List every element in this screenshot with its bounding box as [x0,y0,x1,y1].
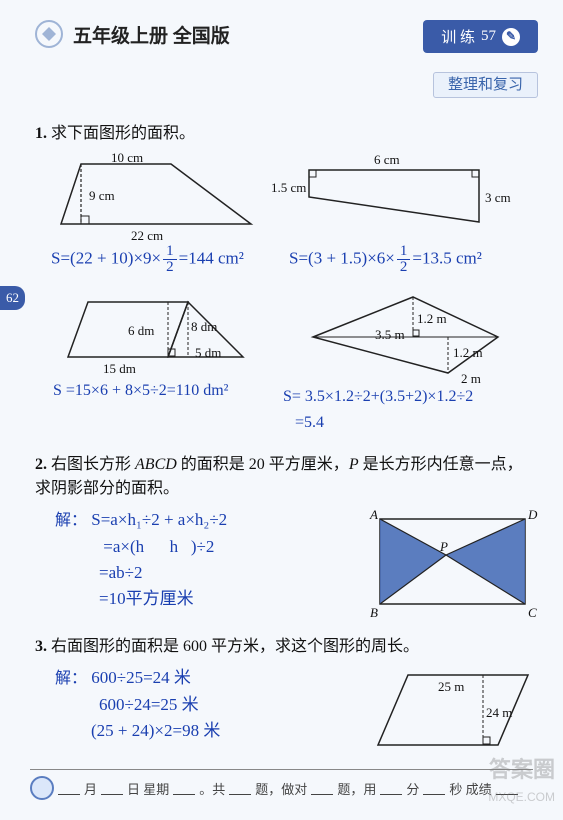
blank [311,781,333,795]
fig4-base-label: 2 m [461,369,481,389]
exercise-badge: 训 练 57 ✎ [423,20,538,53]
fig1-formula: S=(22 + 10)×9×12=144 cm² [51,244,261,275]
blank [101,781,123,795]
fig1-base-label: 22 cm [131,226,163,246]
p3-l1: 600÷25=24 米 [91,668,191,687]
ribbon-icon [30,776,54,800]
p3-h-label: 24 m [486,703,512,723]
p2-solution: 解： S=a×h₁÷2 + a×h₂÷2 =a×(h h )÷2 =ab÷2 =… [55,507,346,613]
p2-abcd: ABCD [135,456,177,473]
blank [229,781,251,795]
p2-figure: A D B C P [368,507,538,617]
p1-fig3: 6 dm 8 dm 5 dm 15 dm S =15×6 + 8×5÷2=110… [53,287,263,435]
label-P: P [440,537,448,557]
label-C: C [528,603,537,623]
fig4-h2-label: 1.2 m [453,343,483,363]
logo-icon [35,20,63,48]
subheader-text: 整理和复习 [433,72,538,98]
p2-sol-label: 解： [55,512,87,529]
fig1-height-label: 9 cm [89,186,115,206]
fig4-h1-label: 1.2 m [417,309,447,329]
fig1-top-label: 10 cm [111,148,143,168]
fig3-base-label: 15 dm [103,359,136,379]
p3-l2: 600÷24=25 米 [99,695,199,714]
p2-l4: =10平方厘米 [99,589,194,608]
label-B: B [370,603,378,623]
header-left: 五年级上册 全国版 [35,20,230,48]
p3-w-label: 25 m [438,677,464,697]
blank [58,781,80,795]
label-D: D [528,505,537,525]
fig4-formula-a: S= 3.5×1.2÷2+(3.5+2)×1.2÷2 [283,385,513,409]
fig2-right-label: 3 cm [485,188,511,208]
p2-solution-block: 解： S=a×h₁÷2 + a×h₂÷2 =a×(h h )÷2 =ab÷2 =… [35,507,346,617]
problem-1-text: 求下面图形的面积。 [51,125,195,142]
p3-l3: (25 + 24)×2=98 米 [91,721,220,740]
p1-row2: 6 dm 8 dm 5 dm 15 dm S =15×6 + 8×5÷2=110… [53,287,538,435]
p2-l1: S=a×h₁÷2 + a×h₂÷2 [91,510,227,529]
problem-1-num: 1. [35,125,47,142]
problem-3: 3. 右面图形的面积是 600 平方米，求这个图形的周长。 解： 600÷25=… [35,635,538,755]
watermark-url: MXQE.COM [488,790,555,804]
badge-label: 训 练 [441,26,475,47]
rectangle-p-svg [368,507,538,617]
blank [423,781,445,795]
fig2-formula: S=(3 + 1.5)×6×12=13.5 cm² [289,244,509,275]
p3-flex: 解： 600÷25=24 米 600÷24=25 米 (25 + 24)×2=9… [35,665,538,755]
p2-text-a: 右图长方形 [51,456,135,473]
fig4-mid-label: 3.5 m [375,325,405,345]
problem-1: 1. 求下面图形的面积。 10 cm 9 cm 22 cm S=(22 + 10… [35,122,538,435]
p3-sol-label: 解： [55,670,87,687]
p1-fig4: 1.2 m 3.5 m 1.2 m 2 m S= 3.5×1.2÷2+(3.5+… [283,287,513,435]
fig3-formula: S =15×6 + 8×5÷2=110 dm² [53,379,263,403]
problem-2: 2. 右图长方形 ABCD 的面积是 20 平方厘米，P 是长方形内任意一点，求… [35,453,538,617]
blank [380,781,402,795]
page-container: 五年级上册 全国版 训 练 57 ✎ 整理和复习 62 1. 求下面图形的面积。… [0,0,563,820]
label-A: A [370,505,378,525]
page-number: 62 [0,286,25,310]
p1-fig1: 10 cm 9 cm 22 cm S=(22 + 10)×9×12=144 cm… [51,152,261,275]
fig3-rb-label: 5 dm [195,343,221,363]
badge-circle-icon: ✎ [502,28,520,46]
p1-row1: 10 cm 9 cm 22 cm S=(22 + 10)×9×12=144 cm… [51,152,538,275]
problem-3-num: 3. [35,638,47,655]
p3-solution: 解： 600÷25=24 米 600÷24=25 米 (25 + 24)×2=9… [55,665,338,744]
fig2-left-label: 1.5 cm [271,178,306,198]
p2-text-b: 的面积是 20 平方厘米， [177,456,349,473]
fraction-icon: 12 [163,244,177,275]
badge-number: 57 [481,28,496,45]
p2-l2: =a×(h h )÷2 [99,537,214,556]
p2-flex: 解： S=a×h₁÷2 + a×h₂÷2 =a×(h h )÷2 =ab÷2 =… [35,507,538,617]
p3-text: 右面图形的面积是 600 平方米，求这个图形的周长。 [51,638,419,655]
p2-l3: =ab÷2 [99,563,142,582]
watermark: 答案圈 [489,752,555,784]
fig3-h-label: 6 dm [128,321,154,341]
blank [173,781,195,795]
header: 五年级上册 全国版 训 练 57 ✎ [35,20,538,53]
subheader: 整理和复习 [35,73,538,94]
p1-fig2: 6 cm 1.5 cm 3 cm S=(3 + 1.5)×6×12=13.5 c… [289,152,509,275]
fig4-formula-b: =5.4 [283,411,513,435]
fraction-icon: 12 [397,244,411,275]
p2-p: P [349,456,359,473]
header-title: 五年级上册 全国版 [73,21,230,48]
problem-2-num: 2. [35,456,47,473]
composite-shape-svg [53,287,263,377]
p3-figure: 25 m 24 m [368,665,538,755]
fig3-r-label: 8 dm [191,317,217,337]
fig2-top-label: 6 cm [374,150,400,170]
footer: 月 日 星期 。共 题，做对 题，用 分 秒 成绩 [30,769,533,800]
